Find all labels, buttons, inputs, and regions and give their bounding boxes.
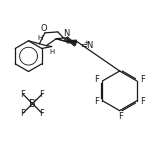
Text: F: F	[95, 75, 99, 84]
Text: B: B	[29, 99, 36, 109]
Text: F: F	[21, 90, 25, 99]
Text: H: H	[37, 35, 42, 41]
Text: F: F	[21, 109, 25, 118]
Text: F: F	[118, 112, 123, 121]
Text: F: F	[40, 109, 44, 118]
Text: F: F	[95, 97, 99, 106]
Text: H: H	[50, 49, 55, 55]
Text: O: O	[40, 24, 47, 33]
Text: +: +	[83, 40, 89, 46]
Text: F: F	[140, 97, 145, 106]
Text: =N: =N	[80, 41, 93, 50]
Text: -: -	[35, 95, 37, 104]
Text: F: F	[40, 90, 44, 99]
Text: N: N	[63, 29, 70, 38]
Text: F: F	[140, 75, 145, 84]
